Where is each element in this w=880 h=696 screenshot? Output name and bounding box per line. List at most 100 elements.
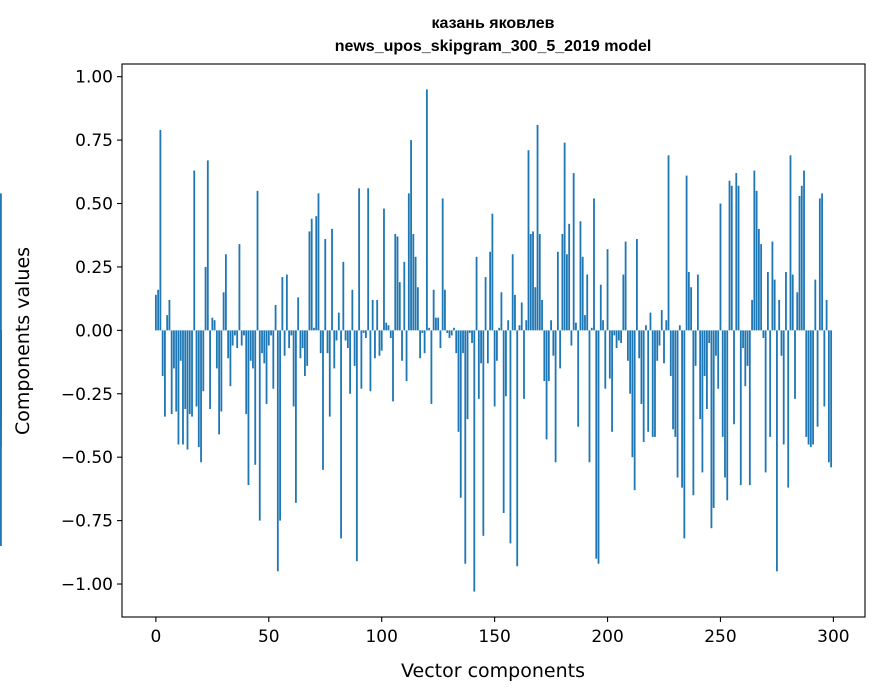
bar (0, 330, 2, 546)
bar (157, 289, 160, 331)
bar (584, 315, 586, 331)
bar (184, 330, 187, 409)
bar (608, 330, 611, 379)
bar (263, 330, 266, 364)
bar (252, 330, 254, 369)
y-axis-ticks: 1.00 0.75 0.50 0.25 0.00 −0.25 −0.50 −0.75 −1.00 (61, 68, 122, 595)
bar (224, 254, 227, 331)
bar (292, 330, 295, 407)
bar (475, 256, 478, 331)
bar (575, 322, 577, 331)
bar (626, 330, 629, 361)
bar (730, 185, 733, 331)
bar (421, 330, 424, 333)
bar (272, 330, 275, 389)
bar (495, 330, 498, 361)
bar (821, 193, 823, 331)
bar (353, 330, 356, 366)
bar (769, 330, 772, 437)
bar (595, 330, 598, 559)
bar (371, 299, 374, 331)
bar (658, 330, 661, 346)
bar (412, 233, 415, 331)
bar (486, 330, 489, 364)
bar (204, 266, 207, 331)
bar (410, 140, 412, 331)
bar (629, 330, 632, 394)
bar (453, 327, 455, 331)
bar (222, 292, 225, 331)
bar (782, 330, 785, 445)
bar (794, 330, 796, 399)
bar (586, 274, 589, 331)
bar (430, 330, 433, 404)
bar (317, 193, 320, 331)
bar (545, 330, 548, 440)
plot-frame (121, 63, 866, 618)
bar (762, 330, 765, 338)
bar (428, 327, 431, 331)
bar (525, 320, 528, 331)
bar (360, 330, 363, 389)
bar (547, 330, 550, 382)
bar (489, 251, 492, 331)
bar (315, 216, 318, 331)
bar (624, 241, 627, 331)
bar (660, 310, 663, 331)
bar (588, 330, 591, 463)
bar (715, 330, 717, 356)
bar (606, 249, 609, 331)
bar (177, 330, 180, 445)
y-tick-label: 0.25 (75, 258, 113, 278)
bar (270, 330, 272, 336)
bar (288, 330, 291, 349)
bar (283, 330, 286, 356)
bar (200, 330, 202, 463)
bar (380, 330, 383, 351)
bar (744, 330, 747, 387)
bar (692, 330, 695, 496)
bar (651, 330, 654, 437)
bar (432, 289, 435, 331)
bar (726, 330, 729, 501)
bar (229, 330, 232, 387)
bar (403, 261, 406, 331)
bar (830, 330, 833, 468)
bar (502, 330, 505, 513)
bar (615, 330, 618, 349)
bar (482, 330, 485, 536)
bar (663, 330, 665, 364)
y-axis-label: Components values (12, 247, 34, 435)
bar (538, 233, 541, 331)
bar (789, 155, 792, 331)
bar (365, 330, 367, 338)
bar (197, 330, 200, 448)
bar (579, 221, 582, 331)
bar (466, 330, 469, 420)
bar (807, 330, 810, 445)
bar (407, 193, 410, 331)
bar (803, 170, 805, 331)
bar (193, 170, 196, 331)
bar (247, 330, 250, 486)
bar (401, 330, 403, 361)
bar (344, 330, 347, 341)
bar (773, 279, 776, 331)
bar (667, 155, 670, 331)
bar (620, 330, 622, 344)
bar (444, 289, 446, 331)
bar (796, 292, 799, 331)
bar (631, 330, 634, 458)
y-tick-label: 0.75 (75, 131, 113, 151)
bar (672, 330, 674, 430)
bar (751, 299, 753, 331)
bar (827, 330, 830, 463)
bar (613, 330, 616, 336)
bar (532, 231, 534, 331)
bar (505, 330, 507, 397)
bar (281, 277, 284, 331)
bar (511, 254, 514, 331)
bar (308, 231, 311, 331)
bar (159, 129, 162, 331)
bar (728, 180, 731, 331)
